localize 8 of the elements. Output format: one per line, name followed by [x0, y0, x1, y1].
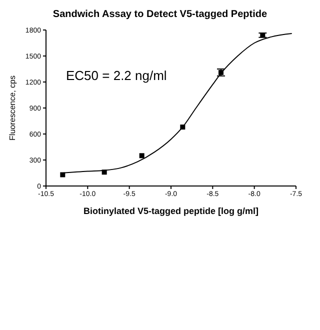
- point: [139, 153, 144, 158]
- x-axis-title: Biotinylated V5-tagged peptide [log g/ml]: [83, 206, 259, 216]
- chart-title: Sandwich Assay to Detect V5-tagged Peptide: [52, 8, 268, 22]
- annotation: EC50 = 2.2 ng/ml: [66, 68, 167, 83]
- y-axis-title: Fluorescence, cps: [8, 76, 17, 140]
- point: [102, 170, 107, 175]
- point: [180, 124, 186, 130]
- point: [60, 172, 66, 178]
